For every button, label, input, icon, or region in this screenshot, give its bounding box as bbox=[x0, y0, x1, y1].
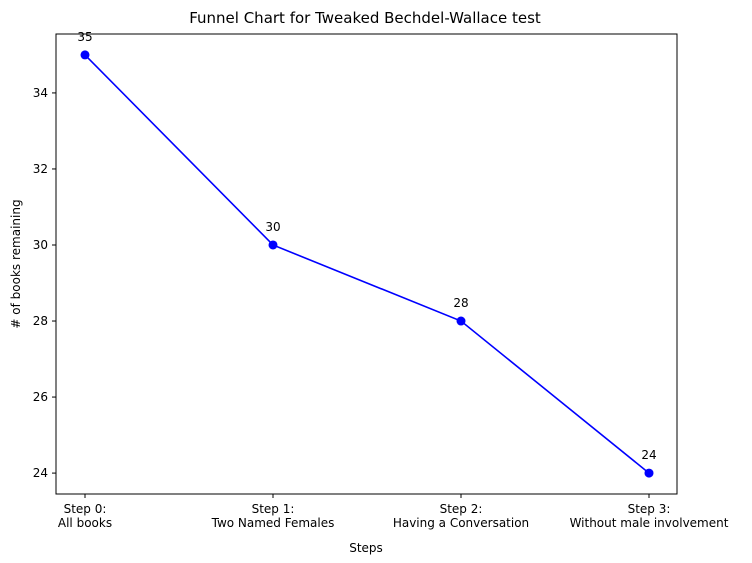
x-axis: Step 0: All books Step 1: Two Named Females… bbox=[58, 494, 729, 530]
y-tick-label: 30 bbox=[33, 238, 48, 252]
y-tick-label: 28 bbox=[33, 314, 48, 328]
data-label: 35 bbox=[77, 30, 92, 44]
x-axis-label: Steps bbox=[349, 541, 383, 555]
x-tick-label: Step 2: Having a Conversation bbox=[393, 502, 529, 530]
x-tick-label: Step 3: Without male involvement bbox=[570, 502, 729, 530]
series-markers bbox=[80, 50, 654, 478]
data-label: 24 bbox=[641, 448, 656, 462]
y-tick-label: 34 bbox=[33, 86, 48, 100]
data-label: 30 bbox=[265, 220, 280, 234]
y-axis: 24 26 28 30 32 34 bbox=[33, 86, 56, 480]
data-point bbox=[80, 50, 90, 60]
data-label: 28 bbox=[453, 296, 468, 310]
y-tick-label: 24 bbox=[33, 466, 48, 480]
y-tick-label: 32 bbox=[33, 162, 48, 176]
series-line bbox=[84, 54, 650, 474]
plot-frame bbox=[55, 33, 678, 495]
data-point bbox=[456, 316, 466, 326]
x-tick-label: Step 1: Two Named Females bbox=[211, 502, 335, 530]
data-point bbox=[268, 240, 278, 250]
x-tick-label: Step 0: All books bbox=[58, 502, 112, 530]
data-point bbox=[644, 468, 654, 478]
data-labels: 35 30 28 24 bbox=[77, 30, 656, 462]
chart-title: Funnel Chart for Tweaked Bechdel-Wallace… bbox=[189, 9, 541, 27]
y-axis-label: # of books remaining bbox=[9, 199, 23, 328]
y-tick-label: 26 bbox=[33, 390, 48, 404]
